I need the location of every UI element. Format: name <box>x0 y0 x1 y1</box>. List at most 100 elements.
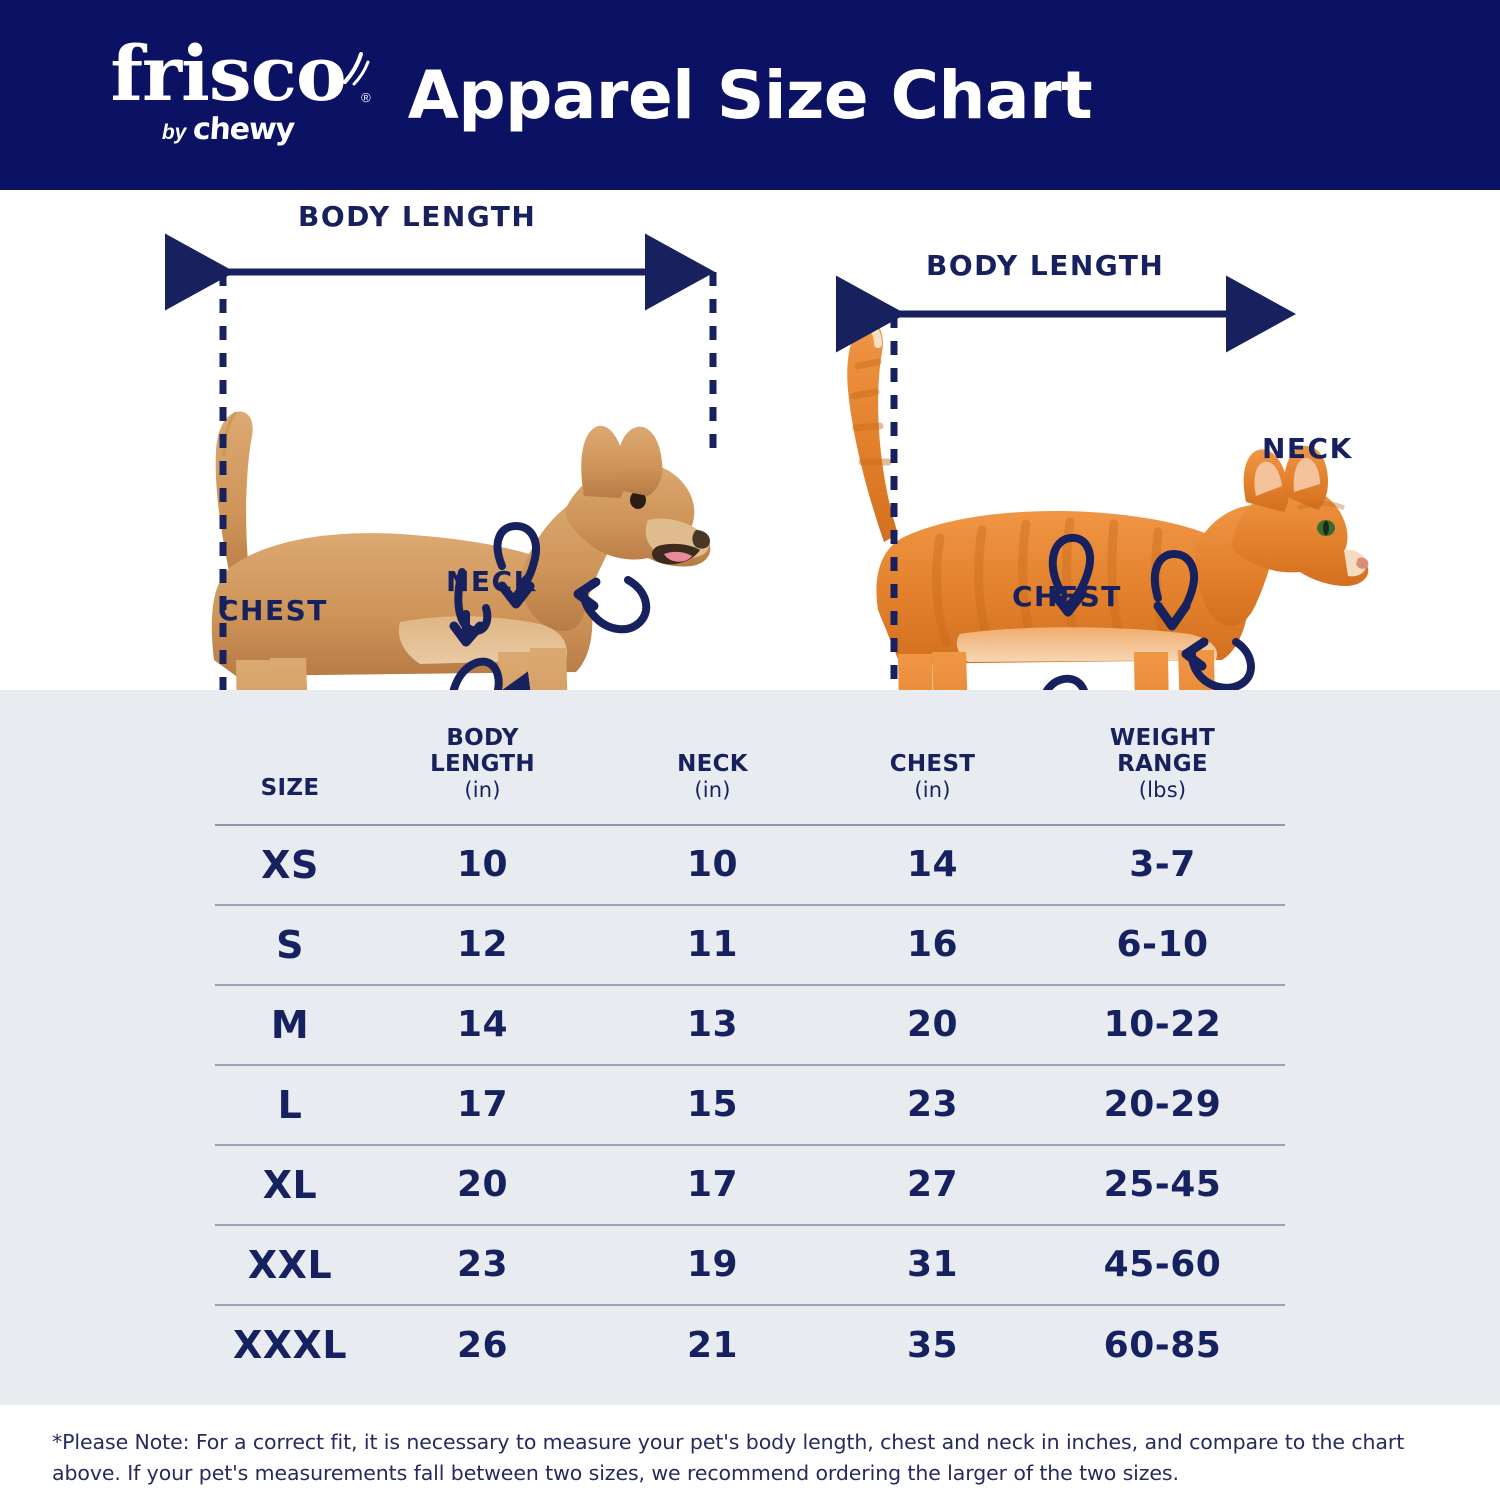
table-row: S 12 11 16 6-10 <box>215 904 1285 986</box>
cell-weight-range: 10-22 <box>1040 984 1285 1066</box>
cell-neck: 15 <box>600 1064 825 1146</box>
cell-chest: 16 <box>825 904 1040 986</box>
cell-size: XXXL <box>232 1323 348 1368</box>
dog-eye <box>630 491 646 509</box>
logo-wordmark: frisco ® <box>110 36 370 112</box>
cell-neck: 19 <box>600 1224 825 1306</box>
logo-by-text: by <box>161 121 187 145</box>
logo-byline: by chewy <box>78 112 378 147</box>
cell-size: XS <box>215 824 365 906</box>
footnote-text: *Please Note: For a correct fit, it is n… <box>52 1430 1405 1486</box>
cell-neck: 17 <box>600 1144 825 1226</box>
table-row: XS 10 10 14 3-7 <box>215 824 1285 906</box>
cell-size: L <box>215 1064 365 1146</box>
dog-neck-label: NECK <box>446 565 537 598</box>
cell-neck: 13 <box>600 984 825 1066</box>
cell-chest: 20 <box>825 984 1040 1066</box>
dog-tongue <box>664 551 692 562</box>
size-table-head: SIZE BODY LENGTH (in) NECK (in) CHEST (in… <box>215 708 1285 825</box>
column-header-size-main: SIZE <box>260 774 320 801</box>
column-header-chest: CHEST (in) <box>825 708 1040 825</box>
cell-chest: 27 <box>825 1144 1040 1226</box>
dog-nose <box>692 530 710 549</box>
cat-front-leg-far <box>1134 652 1169 690</box>
cell-body-length: 26 <box>456 1324 509 1366</box>
cell-body-length: 14 <box>365 984 600 1066</box>
cell-body-length: 17 <box>365 1064 600 1146</box>
cell-body-length: 23 <box>365 1224 600 1306</box>
column-header-body-length-unit: (in) <box>464 777 501 802</box>
cell-body-length: 12 <box>365 904 600 986</box>
cell-weight-range: 6-10 <box>1040 904 1285 986</box>
cell-weight-range: 45-60 <box>1040 1224 1285 1306</box>
size-table-body: XS 10 10 14 3-7 S 12 11 16 6-10 M 14 13 <box>215 824 1285 1385</box>
page-title: Apparel Size Chart <box>407 56 1093 134</box>
cat-chest-arrow-bottom <box>1042 674 1088 690</box>
column-header-chest-main: CHEST <box>889 750 976 777</box>
cat-illustration: BODY LENGTH NECK CHEST <box>836 249 1369 690</box>
cell-chest: 23 <box>825 1064 1040 1146</box>
column-header-neck: NECK (in) <box>600 708 825 825</box>
cat-forehead-stripe <box>1297 501 1346 511</box>
cat-nose <box>1356 557 1369 569</box>
size-table: SIZE BODY LENGTH (in) NECK (in) CHEST (in… <box>215 708 1285 1385</box>
cell-size: XXL <box>215 1224 365 1306</box>
column-header-size: SIZE <box>215 708 365 825</box>
cat-hind-leg-far <box>898 654 933 690</box>
table-row: XL 20 17 27 25-45 <box>215 1144 1285 1226</box>
dog-neck-arrow-2 <box>493 521 540 602</box>
footnote-section: *Please Note: For a correct fit, it is n… <box>0 1405 1500 1500</box>
dog-ear-back <box>581 425 627 498</box>
table-row: L 17 15 23 20-29 <box>215 1064 1285 1146</box>
column-header-neck-unit: (in) <box>694 777 731 802</box>
column-header-weight-range-main: WEIGHT RANGE <box>1109 725 1216 777</box>
size-table-section: SIZE BODY LENGTH (in) NECK (in) CHEST (in… <box>0 690 1500 1405</box>
cell-weight-range: 20-29 <box>1040 1064 1285 1146</box>
registered-mark: ® <box>361 89 371 105</box>
dog-chest-label: CHEST <box>218 594 328 627</box>
dog-body-length-label: BODY LENGTH <box>298 200 536 233</box>
cat-hind-leg-near <box>932 652 968 690</box>
cell-body-length: 10 <box>365 824 600 906</box>
cell-chest: 14 <box>825 824 1040 906</box>
cat-neck-label: NECK <box>1262 432 1353 465</box>
cell-neck: 10 <box>600 824 825 906</box>
column-header-weight-range: WEIGHT RANGE (lbs) <box>1040 708 1285 825</box>
column-header-body-length: BODY LENGTH (in) <box>365 708 600 825</box>
dog-ear-front <box>616 426 663 496</box>
cell-size: S <box>215 904 365 986</box>
cell-size: M <box>215 984 365 1066</box>
cell-weight-range: 60-85 <box>1103 1324 1222 1366</box>
cell-weight-range: 3-7 <box>1040 824 1285 906</box>
cell-neck: 21 <box>686 1324 739 1366</box>
cell-chest: 35 <box>906 1324 959 1366</box>
cell-body-length: 20 <box>365 1144 600 1226</box>
dog-hind-leg-far <box>236 660 273 690</box>
page-header: frisco ® by chewy Apparel Size Chart <box>0 0 1500 190</box>
cat-ear-inner-back <box>1254 461 1282 496</box>
dog-chest-arrow <box>449 657 539 690</box>
cat-ear-inner-front <box>1293 458 1320 492</box>
column-header-neck-main: NECK <box>677 750 748 777</box>
cat-muzzle <box>1344 549 1367 577</box>
column-header-weight-range-unit: (lbs) <box>1138 777 1187 802</box>
table-row: XXL 23 19 31 45-60 <box>215 1224 1285 1306</box>
column-header-chest-unit: (in) <box>914 777 951 802</box>
logo-wordmark-text: frisco <box>110 29 346 118</box>
cell-neck: 11 <box>600 904 825 986</box>
cat-tail <box>847 322 898 542</box>
table-row: M 14 13 20 10-22 <box>215 984 1285 1066</box>
cat-body-length-label: BODY LENGTH <box>926 249 1164 282</box>
illustration-svg: BODY LENGTH NECK CHEST <box>165 200 1369 690</box>
cell-weight-range: 25-45 <box>1040 1144 1285 1226</box>
cat-neck-arrow-2 <box>1188 638 1255 690</box>
cat-chest-label: CHEST <box>1012 580 1122 613</box>
measurement-illustrations: BODY LENGTH NECK CHEST <box>0 190 1500 690</box>
logo-swoosh-icon <box>342 52 370 86</box>
cell-size: XL <box>215 1144 365 1226</box>
dog-illustration: BODY LENGTH NECK CHEST <box>165 200 717 690</box>
column-header-body-length-main: BODY LENGTH <box>430 725 535 777</box>
frisco-logo: frisco ® by chewy <box>78 36 378 148</box>
table-row: XXXL 26 21 35 60-85 <box>215 1305 1285 1385</box>
